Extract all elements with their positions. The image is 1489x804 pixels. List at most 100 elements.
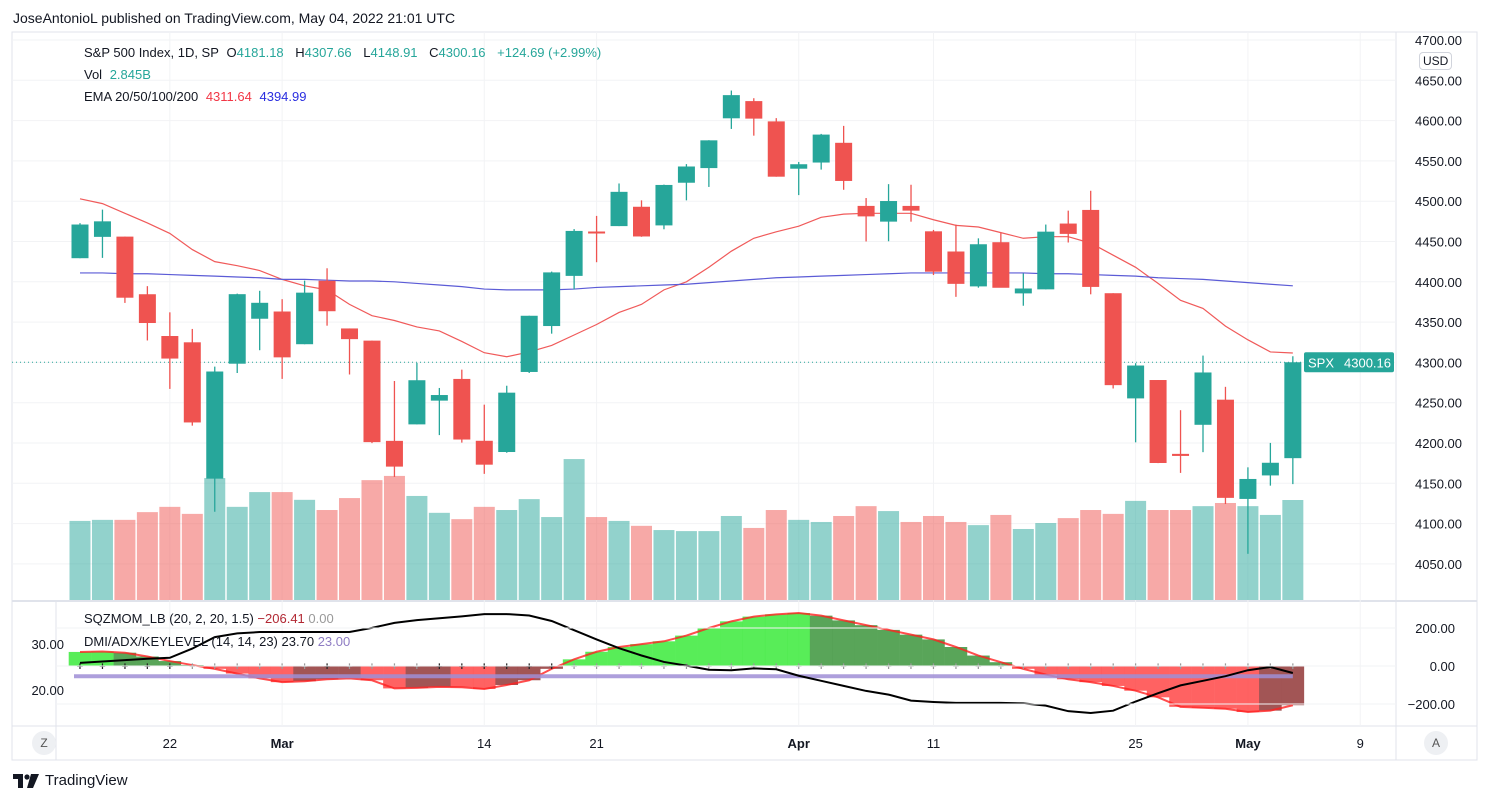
ema-legend: EMA 20/50/100/200 4311.64 4394.99 (84, 89, 310, 104)
candle-body (924, 231, 942, 272)
momentum-bar (158, 661, 182, 666)
volume-bar (114, 519, 136, 600)
tradingview-brand: TradingView (13, 772, 128, 789)
tradingview-logo-icon (13, 773, 39, 788)
volume-bar (159, 506, 181, 600)
candle-body (1239, 478, 1257, 499)
low-label: L (363, 45, 371, 60)
dmi-legend: DMI/ADX/KEYLEVEL (14, 14, 23) 23.70 23.0… (84, 634, 350, 649)
sqzmom-zero-value: 0.00 (308, 611, 334, 626)
candle-body (633, 206, 650, 237)
candle-body (161, 336, 179, 359)
change-value: +124.69 (+2.99%) (497, 45, 602, 60)
momentum-tick-label: 0.00 (1430, 659, 1455, 674)
squeeze-dot: + (998, 661, 1004, 673)
squeeze-dot: + (616, 661, 622, 673)
momentum-bar (967, 655, 990, 666)
momentum-bar (764, 614, 788, 666)
ema-label: EMA 20/50/100/200 (84, 89, 199, 104)
squeeze-dot: + (414, 661, 420, 673)
price-tick-label: 4400.00 (1415, 275, 1462, 290)
volume-bar (518, 499, 540, 600)
price-tick-label: 4700.00 (1415, 33, 1462, 48)
squeeze-dot: + (212, 661, 218, 673)
candle-body (1127, 365, 1145, 399)
candle-body (453, 378, 471, 440)
candle-body (1037, 231, 1055, 290)
momentum-bar (832, 620, 855, 666)
volume-bar (496, 510, 518, 600)
momentum-tick-label: 200.00 (1415, 621, 1455, 636)
squeeze-dot: + (1200, 661, 1206, 673)
volume-bar (316, 510, 338, 600)
squeeze-dot: + (1110, 661, 1116, 673)
sqzmom-legend: SQZMOM_LB (20, 2, 20, 1.5) −206.41 0.00 (84, 611, 334, 626)
volume-bar (1259, 514, 1281, 600)
candle-body (1216, 399, 1234, 498)
squeeze-dot: + (481, 661, 487, 673)
volume-bar (990, 514, 1012, 600)
high-value: 4307.66 (304, 45, 352, 60)
volume-bar (1080, 510, 1102, 600)
zoom-reset-button[interactable]: Z (32, 731, 56, 755)
candle-body (1014, 288, 1032, 294)
momentum-bar (742, 616, 766, 666)
volume-bar (563, 459, 585, 600)
ema-b-value: 4394.99 (259, 89, 307, 104)
brand-name: TradingView (45, 772, 128, 789)
squeeze-dot: + (1290, 661, 1296, 673)
squeeze-dot: + (773, 661, 779, 673)
squeeze-dot: + (436, 661, 442, 673)
price-tick-label: 4650.00 (1415, 73, 1462, 88)
adx-tick-label: 30.00 (31, 637, 64, 652)
dmi-label: DMI/ADX/KEYLEVEL (14, 14, 23) (84, 634, 278, 649)
candle-body (363, 340, 381, 443)
momentum-bar (877, 629, 900, 666)
squeeze-dot: + (324, 661, 330, 673)
symbol-legend: S&P 500 Index, 1D, SP O4181.18 H4307.66 … (84, 45, 605, 60)
adx-tick-label: 20.00 (31, 683, 64, 698)
squeeze-dot: + (1155, 661, 1161, 673)
volume-bar (1214, 502, 1236, 600)
squeeze-dot: + (1245, 661, 1251, 673)
candle-body (385, 440, 403, 467)
volume-bar (631, 525, 652, 600)
volume-bar (473, 506, 495, 600)
squeeze-dot: + (144, 661, 150, 673)
candle-body (947, 251, 965, 284)
momentum-bar (675, 635, 698, 666)
volume-bar (91, 519, 113, 600)
volume-bar (586, 517, 608, 600)
volume-bar (698, 531, 720, 600)
volume-bar (226, 506, 248, 600)
price-tick-label: 4550.00 (1415, 154, 1462, 169)
candle-body (835, 142, 853, 181)
volume-bar (136, 512, 158, 600)
candle-body (812, 134, 830, 163)
volume-bar (406, 495, 428, 600)
time-tick-label: 21 (589, 736, 603, 751)
last-price-tag-bg (1304, 352, 1394, 373)
sqzmom-value: −206.41 (257, 611, 305, 626)
candle-body (1284, 362, 1302, 459)
currency-badge[interactable]: USD (1419, 52, 1453, 70)
volume-bar (810, 521, 832, 600)
time-tick-label: 22 (163, 736, 177, 751)
squeeze-dot: + (751, 661, 757, 673)
auto-scale-button[interactable]: A (1424, 731, 1448, 755)
squeeze-dot: + (504, 661, 510, 673)
momentum-bar (697, 628, 721, 666)
squeeze-dot: + (953, 661, 959, 673)
time-tick-label: 25 (1128, 736, 1142, 751)
price-tick-label: 4350.00 (1415, 315, 1462, 330)
candle-body (296, 292, 314, 345)
squeeze-dot: + (369, 661, 375, 673)
price-tick-label: 4500.00 (1415, 194, 1462, 209)
squeeze-dot: + (1043, 661, 1049, 673)
volume-legend: Vol 2.845B (84, 67, 155, 82)
price-tick-label: 4200.00 (1415, 436, 1462, 451)
squeeze-dot: + (548, 661, 554, 673)
volume-bar (181, 513, 203, 600)
candle-body (610, 191, 628, 227)
